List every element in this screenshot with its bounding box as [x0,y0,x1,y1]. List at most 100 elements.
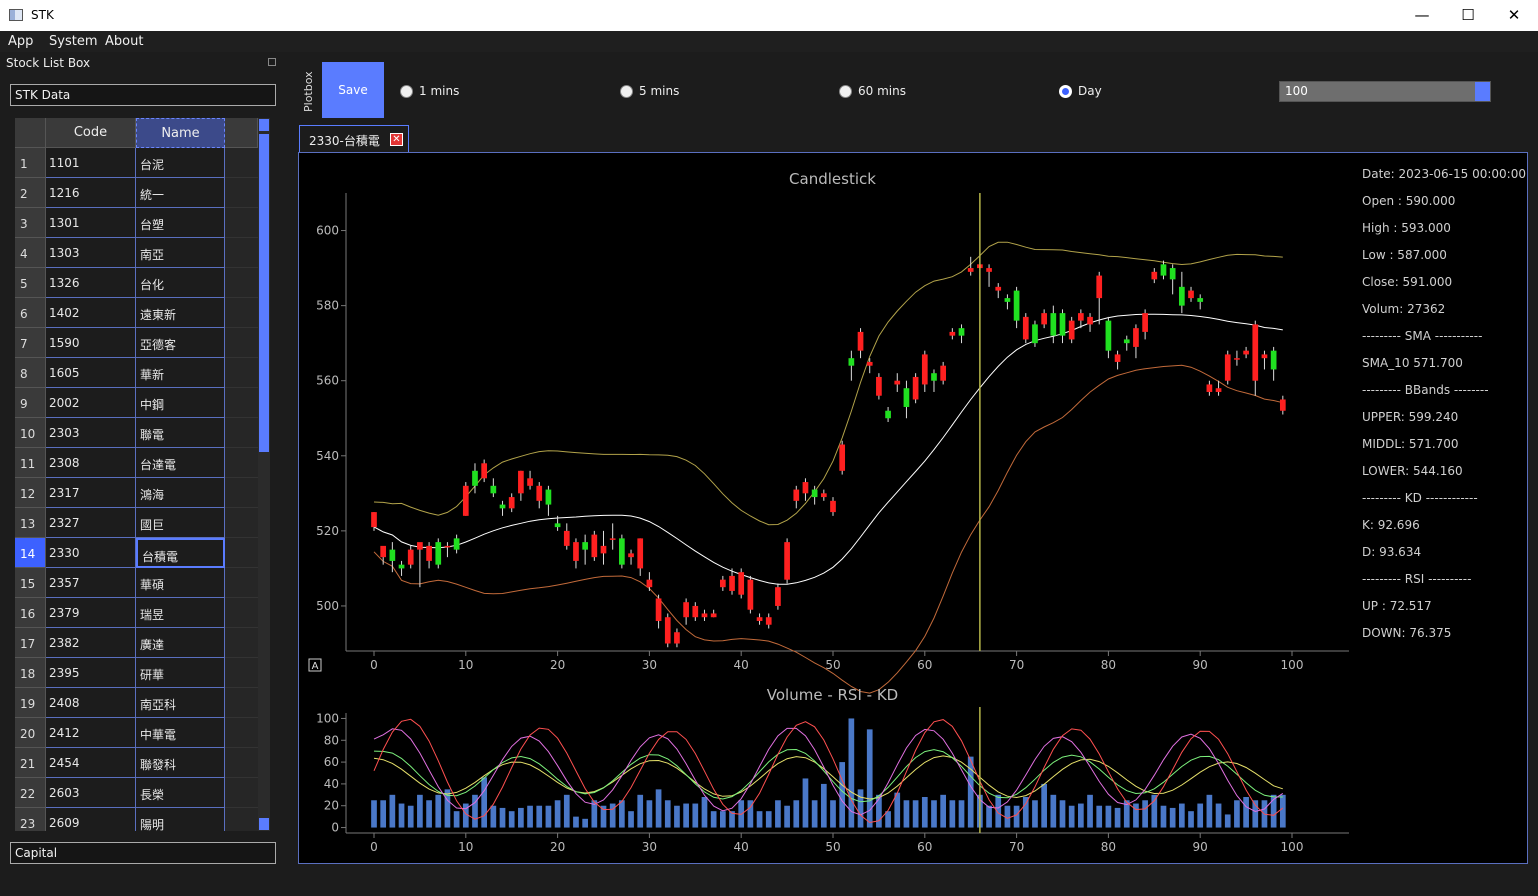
row-number[interactable]: 11 [15,448,46,478]
cell-name[interactable]: 南亞 [136,238,225,268]
stock-source-field[interactable] [10,84,276,106]
cell-name[interactable]: 鴻海 [136,478,225,508]
table-row[interactable]: 12 2317 鴻海 [15,478,258,508]
row-number[interactable]: 9 [15,388,46,418]
cell-code[interactable]: 2609 [46,808,136,831]
cell-code[interactable]: 1590 [46,328,136,358]
column-header-code[interactable]: Code [46,118,136,148]
row-number[interactable]: 2 [15,178,46,208]
cell-name[interactable]: 國巨 [136,508,225,538]
menu-system[interactable]: System [49,34,98,49]
row-number[interactable]: 8 [15,358,46,388]
row-number[interactable]: 3 [15,208,46,238]
cell-name[interactable]: 台化 [136,268,225,298]
table-row[interactable]: 22 2603 長榮 [15,778,258,808]
radio-dot-icon[interactable] [839,85,852,98]
row-number[interactable]: 14 [15,538,46,568]
cell-name[interactable]: 華新 [136,358,225,388]
radio-dot-icon[interactable] [400,85,413,98]
cell-code[interactable]: 2357 [46,568,136,598]
cell-name[interactable]: 台泥 [136,148,225,178]
cell-name[interactable]: 遠東新 [136,298,225,328]
table-row[interactable]: 7 1590 亞德客 [15,328,258,358]
maximize-icon[interactable]: ☐ [1461,6,1475,24]
save-button[interactable]: Save [322,62,384,118]
table-row[interactable]: 16 2379 瑞昱 [15,598,258,628]
table-row[interactable]: 17 2382 廣達 [15,628,258,658]
table-scrollbar[interactable] [258,118,270,831]
table-row[interactable]: 21 2454 聯發科 [15,748,258,778]
cell-code[interactable]: 2379 [46,598,136,628]
radio-dot-selected-icon[interactable] [1059,85,1072,98]
tab-2330[interactable]: 2330-台積電 ✕ [299,125,409,152]
table-row[interactable]: 18 2395 研華 [15,658,258,688]
cell-code[interactable]: 1301 [46,208,136,238]
table-row[interactable]: 6 1402 遠東新 [15,298,258,328]
cell-code[interactable]: 2327 [46,508,136,538]
spin-arrows-icon[interactable] [1475,82,1490,101]
cell-name[interactable]: 聯發科 [136,748,225,778]
tab-close-icon[interactable]: ✕ [390,133,403,146]
row-number[interactable]: 12 [15,478,46,508]
table-row[interactable]: 9 2002 中鋼 [15,388,258,418]
cell-name[interactable]: 瑞昱 [136,598,225,628]
cell-code[interactable]: 2382 [46,628,136,658]
minimize-icon[interactable]: — [1414,6,1430,24]
cell-code[interactable]: 1101 [46,148,136,178]
cell-name[interactable]: 長榮 [136,778,225,808]
row-number[interactable]: 22 [15,778,46,808]
cell-name[interactable]: 亞德客 [136,328,225,358]
cell-code[interactable]: 2308 [46,448,136,478]
cell-code[interactable]: 2330 [46,538,136,568]
row-number[interactable]: 17 [15,628,46,658]
column-header-name[interactable]: Name [136,118,225,148]
cell-code[interactable]: 2303 [46,418,136,448]
row-number[interactable]: 13 [15,508,46,538]
row-number[interactable]: 10 [15,418,46,448]
count-spinbox[interactable]: 100 [1279,81,1491,102]
table-row[interactable]: 14 2330 台積電 [15,538,258,568]
scroll-down-icon[interactable] [259,818,269,830]
scroll-up-icon[interactable] [259,119,269,131]
cell-name[interactable]: 聯電 [136,418,225,448]
row-number[interactable]: 1 [15,148,46,178]
cell-name[interactable]: 南亞科 [136,688,225,718]
row-number[interactable]: 4 [15,238,46,268]
cell-name[interactable]: 台塑 [136,208,225,238]
cell-name[interactable]: 陽明 [136,808,225,831]
row-number[interactable]: 23 [15,808,46,831]
cell-code[interactable]: 2395 [46,658,136,688]
cell-code[interactable]: 1402 [46,298,136,328]
cell-name[interactable]: 台積電 [136,538,225,568]
radio-dot-icon[interactable] [620,85,633,98]
row-number[interactable]: 16 [15,598,46,628]
row-number[interactable]: 6 [15,298,46,328]
cell-code[interactable]: 2454 [46,748,136,778]
row-number[interactable]: 21 [15,748,46,778]
cell-name[interactable]: 統一 [136,178,225,208]
row-number[interactable]: 15 [15,568,46,598]
table-row[interactable]: 20 2412 中華電 [15,718,258,748]
cell-name[interactable]: 中華電 [136,718,225,748]
plot-area[interactable]: Candlestick 0 10 20 30 40 50 60 70 80 90 100 500 520 5… [298,152,1528,864]
table-row[interactable]: 3 1301 台塑 [15,208,258,238]
table-row[interactable]: 19 2408 南亞科 [15,688,258,718]
cell-code[interactable]: 1605 [46,358,136,388]
cell-code[interactable]: 1326 [46,268,136,298]
table-row[interactable]: 2 1216 統一 [15,178,258,208]
row-number[interactable]: 18 [15,658,46,688]
row-number[interactable]: 5 [15,268,46,298]
cell-code[interactable]: 2408 [46,688,136,718]
table-row[interactable]: 11 2308 台達電 [15,448,258,478]
row-number[interactable]: 7 [15,328,46,358]
close-icon[interactable]: ✕ [1507,6,1521,24]
scrollbar-thumb[interactable] [259,134,269,452]
autoscale-icon[interactable]: A [308,658,322,672]
table-row[interactable]: 5 1326 台化 [15,268,258,298]
dock-float-icon[interactable] [268,58,276,66]
cell-code[interactable]: 2603 [46,778,136,808]
cell-name[interactable]: 華碩 [136,568,225,598]
table-row[interactable]: 8 1605 華新 [15,358,258,388]
cell-code[interactable]: 2002 [46,388,136,418]
